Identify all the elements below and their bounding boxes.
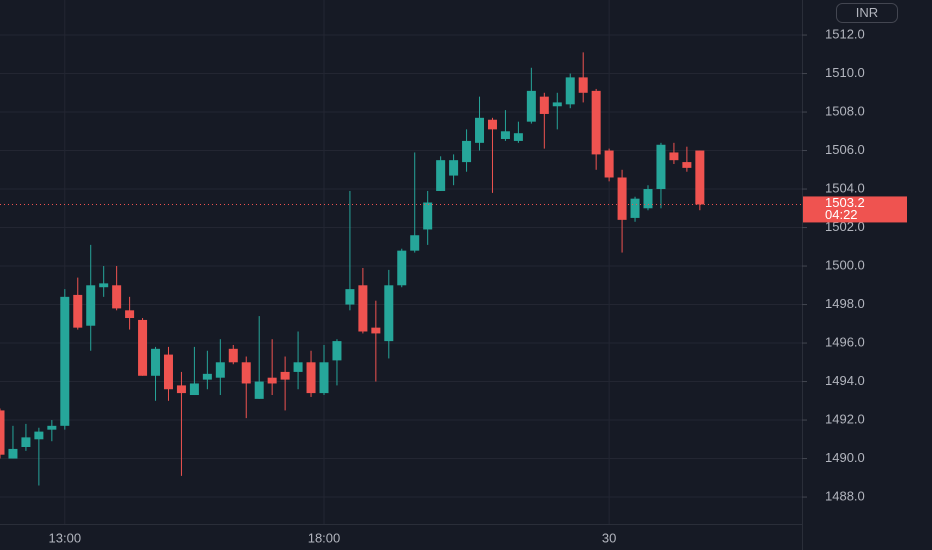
candle-body (643, 189, 653, 209)
candle-body (682, 162, 692, 168)
candle-body (565, 77, 575, 105)
candle-body (487, 119, 497, 130)
y-tick-label: 1502.0 (825, 219, 865, 234)
candle-body (371, 327, 381, 334)
candle-body (241, 362, 251, 384)
currency-button[interactable] (836, 3, 898, 23)
candle-body (578, 77, 588, 93)
candle-body (215, 362, 225, 378)
y-tick-label: 1488.0 (825, 488, 865, 503)
candle-body (112, 285, 122, 309)
candle-body (513, 133, 523, 141)
last-price-box (803, 196, 907, 223)
y-tick-label: 1490.0 (825, 450, 865, 465)
y-tick-label: 1500.0 (825, 257, 865, 272)
candle-body (526, 90, 536, 122)
candle-body (630, 198, 640, 218)
candle-body (228, 348, 238, 363)
candle-body (332, 341, 342, 361)
candle-body (656, 144, 666, 190)
candle-body (176, 385, 186, 394)
candle-body (695, 150, 705, 205)
candle-body (163, 354, 173, 390)
candle-body (475, 117, 485, 143)
candle-body (617, 177, 627, 220)
candle-body (202, 373, 212, 380)
candle-body (500, 131, 510, 139)
candle-body (21, 437, 31, 447)
currency-label[interactable]: INR (856, 5, 878, 20)
x-tick-label: 30 (602, 530, 616, 545)
y-tick-label: 1496.0 (825, 334, 865, 349)
countdown-label: 04:22 (825, 207, 858, 222)
candle-body (423, 202, 433, 230)
y-tick-label: 1498.0 (825, 296, 865, 311)
y-tick-label: 1492.0 (825, 411, 865, 426)
candle-body (189, 383, 199, 396)
y-tick-label: 1494.0 (825, 373, 865, 388)
candle-body (254, 381, 264, 399)
candle-body (358, 285, 368, 332)
candle-body (280, 371, 290, 380)
candle-body (306, 362, 316, 394)
candle-body (539, 96, 549, 114)
last-price-label: 1503.2 (825, 195, 865, 210)
y-tick-label: 1508.0 (825, 103, 865, 118)
y-tick-label: 1506.0 (825, 142, 865, 157)
candle-body (319, 362, 329, 394)
candle-body (60, 296, 70, 426)
y-tick-label: 1512.0 (825, 26, 865, 41)
candle-body (384, 285, 394, 342)
candle-body (436, 160, 446, 191)
candle-body (462, 140, 472, 163)
candle-body (397, 250, 407, 286)
candle-body (604, 150, 614, 178)
candle-body (0, 410, 5, 455)
candle-body (410, 235, 420, 251)
x-tick-label: 13:00 (49, 530, 82, 545)
candle-body (125, 310, 135, 319)
candle-body (138, 319, 148, 376)
candle-body (293, 362, 303, 372)
y-tick-label: 1510.0 (825, 65, 865, 80)
candle-body (8, 448, 18, 459)
candle-body (34, 431, 44, 440)
candle-body (99, 283, 109, 288)
candle-body (552, 102, 562, 107)
candle-body (449, 160, 459, 176)
candle-body (267, 377, 277, 384)
candle-body (151, 348, 161, 376)
candle-body (86, 285, 96, 326)
candle-body (47, 425, 57, 430)
candle-body (669, 152, 679, 161)
candle-body (591, 90, 601, 155)
x-tick-label: 18:00 (308, 530, 341, 545)
candle-body (73, 294, 83, 328)
y-tick-label: 1504.0 (825, 180, 865, 195)
candle-body (345, 289, 355, 305)
